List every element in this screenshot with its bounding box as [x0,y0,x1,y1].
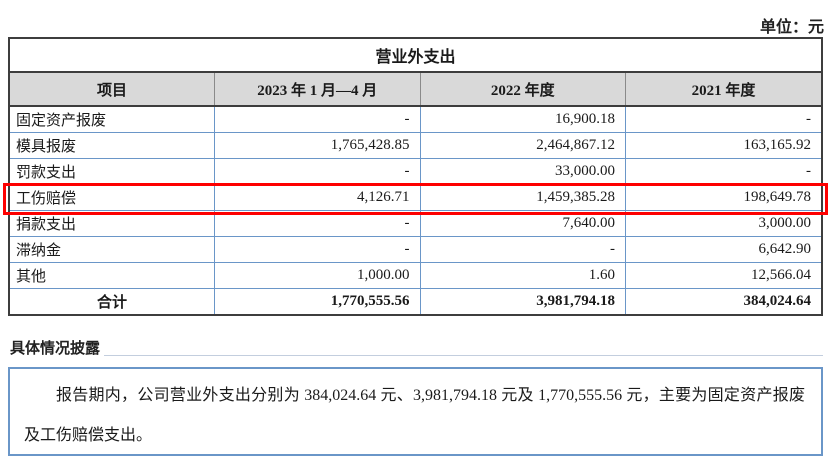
row-label: 滞纳金 [8,235,215,263]
table-row-other: 其他 1,000.00 1.60 12,566.04 [8,261,823,289]
cell-value: 1,459,385.28 [419,183,626,211]
table-header-row: 项目 2023 年 1 月—4 月 2022 年度 2021 年度 [8,71,823,107]
disclosure-box: 报告期内，公司营业外支出分别为 384,024.64 元、3,981,794.1… [8,367,823,456]
table-row-work-injury-compensation: 工伤赔偿 4,126.71 1,459,385.28 198,649.78 [8,183,823,211]
row-label: 其他 [8,261,215,289]
table-row-donation-expense: 捐款支出 - 7,640.00 3,000.00 [8,209,823,237]
cell-value: 1,765,428.85 [214,131,421,159]
cell-value: - [214,235,421,263]
cell-value: 1.60 [419,261,626,289]
cell-value: 198,649.78 [625,183,823,211]
cell-value: - [214,209,421,237]
cell-value: 3,981,794.18 [419,287,626,316]
cell-value: 384,024.64 [625,287,823,316]
cell-value: 2,464,867.12 [419,131,626,159]
table-row-mold-disposal: 模具报废 1,765,428.85 2,464,867.12 163,165.9… [8,131,823,159]
heading-rule-divider [104,355,823,356]
cell-value: - [625,105,823,133]
cell-value: 4,126.71 [214,183,421,211]
table-row-fixed-asset-disposal: 固定资产报废 - 16,900.18 - [8,105,823,133]
table-row-total: 合计 1,770,555.56 3,981,794.18 384,024.64 [8,287,823,316]
row-label: 固定资产报废 [8,105,215,133]
cell-value: - [214,105,421,133]
disclosure-text: 报告期内，公司营业外支出分别为 384,024.64 元、3,981,794.1… [24,387,805,444]
column-header-2023: 2023 年 1 月—4 月 [214,71,421,107]
cell-value: 12,566.04 [625,261,823,289]
row-label: 工伤赔偿 [8,183,215,211]
column-header-item: 项目 [8,71,215,107]
row-label: 捐款支出 [8,209,215,237]
table-row-late-fee: 滞纳金 - - 6,642.90 [8,235,823,263]
cell-value: 6,642.90 [625,235,823,263]
column-header-2021: 2021 年度 [625,71,823,107]
table-title-row: 营业外支出 [8,37,823,73]
cell-value: - [625,157,823,185]
column-header-2022: 2022 年度 [419,71,626,107]
cell-value: 1,000.00 [214,261,421,289]
row-label: 罚款支出 [8,157,215,185]
disclosure-heading: 具体情况披露 [10,341,101,357]
cell-value: 3,000.00 [625,209,823,237]
cell-value: - [419,235,626,263]
cell-value: - [214,157,421,185]
unit-label: 单位：元 [759,19,824,36]
table-row-penalty-expense: 罚款支出 - 33,000.00 - [8,157,823,185]
expense-table: 营业外支出 项目 2023 年 1 月—4 月 2022 年度 2021 年度 … [8,37,823,316]
cell-value: 16,900.18 [419,105,626,133]
cell-value: 163,165.92 [625,131,823,159]
cell-value: 1,770,555.56 [214,287,421,316]
row-label: 模具报废 [8,131,215,159]
cell-value: 7,640.00 [419,209,626,237]
table-title: 营业外支出 [8,37,823,73]
cell-value: 33,000.00 [419,157,626,185]
row-label: 合计 [8,287,215,316]
